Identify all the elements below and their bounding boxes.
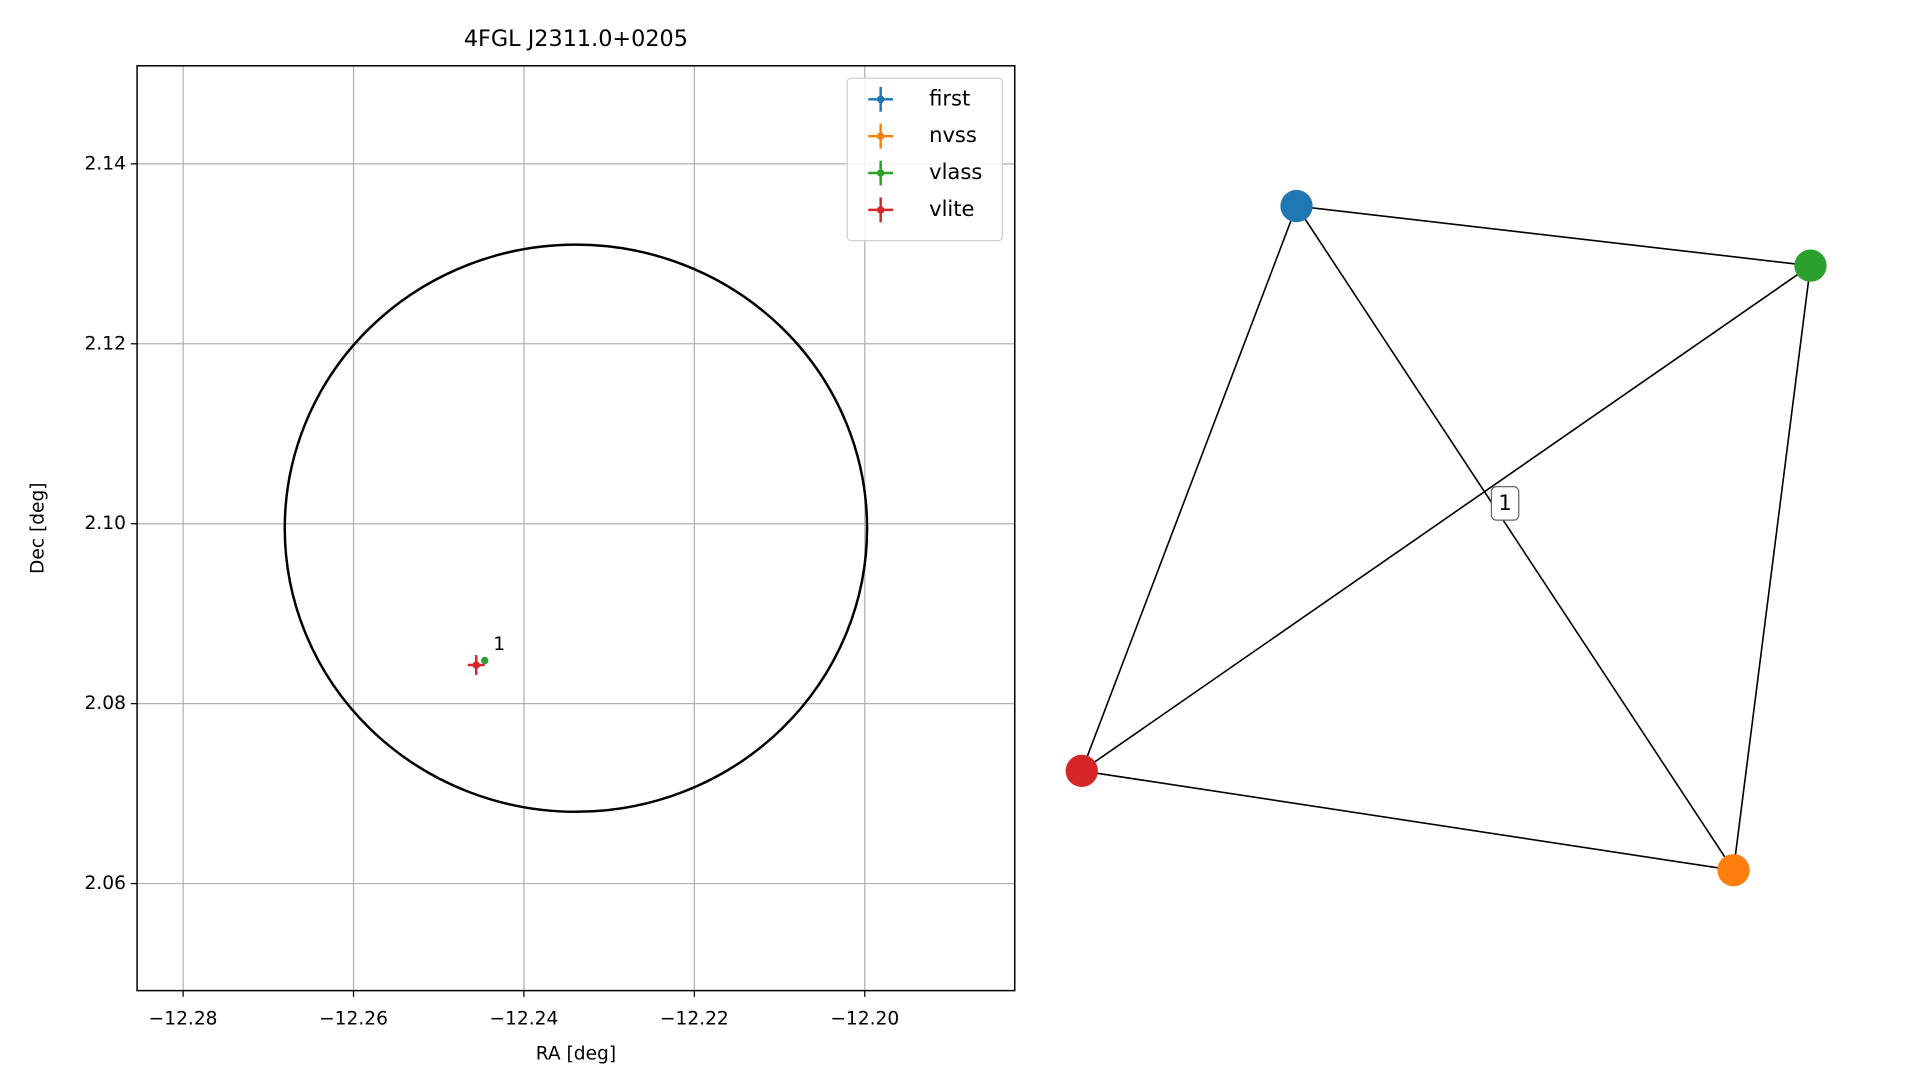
legend-label: vlite (929, 196, 974, 221)
node (1717, 854, 1750, 887)
legend-marker (876, 132, 885, 140)
node (1794, 249, 1827, 282)
chart-title: 4FGL J2311.0+0205 (464, 26, 688, 52)
edge-label-box (1490, 486, 1520, 521)
edge-label-text: 1 (1498, 490, 1511, 515)
y-tick-label: 2.06 (84, 873, 125, 894)
legend-label: vlass (929, 159, 982, 184)
x-tick-label: −12.28 (149, 1009, 218, 1030)
y-tick-label: 2.10 (84, 513, 125, 534)
x-tick-label: −12.20 (830, 1009, 899, 1030)
point (472, 661, 480, 669)
edge (1081, 205, 1298, 772)
edge-label: 1 (1490, 486, 1520, 521)
x-tick-label: −12.24 (489, 1009, 558, 1030)
search-circle (283, 243, 869, 814)
plot-frame (136, 65, 1016, 992)
node (1280, 189, 1313, 223)
x-tick-label: −12.26 (319, 1009, 388, 1030)
legend-label: nvss (929, 122, 977, 147)
legend-marker (876, 95, 885, 104)
y-tick-label: 2.14 (84, 153, 125, 174)
point (481, 656, 489, 665)
legend-marker (876, 206, 885, 214)
legend-box (846, 77, 1003, 242)
node (1065, 754, 1098, 788)
legend-label: first (929, 85, 970, 110)
y-axis-label: Dec [deg] (27, 482, 48, 574)
legend-marker (876, 169, 885, 177)
edge (1732, 265, 1812, 871)
x-axis-label: RA [deg] (536, 1043, 616, 1064)
edge (1296, 205, 1811, 267)
edge (1081, 264, 1811, 772)
x-tick-label: −12.22 (660, 1009, 729, 1030)
y-tick-label: 2.12 (84, 333, 125, 354)
y-tick-label: 2.08 (84, 693, 125, 714)
edge (1295, 205, 1735, 871)
annotation: 1 (493, 634, 505, 655)
edge (1081, 770, 1734, 872)
